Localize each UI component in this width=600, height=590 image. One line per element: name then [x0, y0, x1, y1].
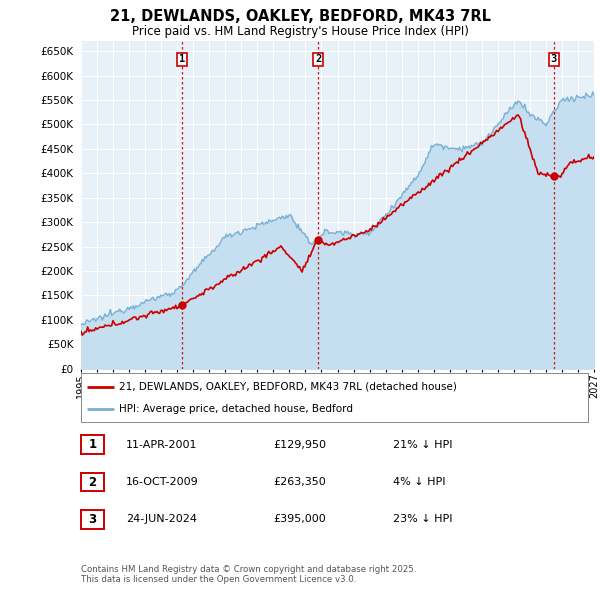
Text: 24-JUN-2024: 24-JUN-2024 — [126, 514, 197, 524]
Text: 3: 3 — [88, 513, 97, 526]
Text: 21, DEWLANDS, OAKLEY, BEDFORD, MK43 7RL (detached house): 21, DEWLANDS, OAKLEY, BEDFORD, MK43 7RL … — [119, 382, 457, 392]
Text: 1: 1 — [179, 54, 185, 64]
Text: £263,350: £263,350 — [273, 477, 326, 487]
Text: Contains HM Land Registry data © Crown copyright and database right 2025.
This d: Contains HM Land Registry data © Crown c… — [81, 565, 416, 584]
Text: 16-OCT-2009: 16-OCT-2009 — [126, 477, 199, 487]
Text: 11-APR-2001: 11-APR-2001 — [126, 440, 197, 450]
Text: 1: 1 — [88, 438, 97, 451]
Text: £395,000: £395,000 — [273, 514, 326, 524]
Text: 21, DEWLANDS, OAKLEY, BEDFORD, MK43 7RL: 21, DEWLANDS, OAKLEY, BEDFORD, MK43 7RL — [110, 9, 491, 24]
Text: 2: 2 — [315, 54, 321, 64]
Text: 4% ↓ HPI: 4% ↓ HPI — [393, 477, 445, 487]
Text: £129,950: £129,950 — [273, 440, 326, 450]
Text: 2: 2 — [88, 476, 97, 489]
Text: Price paid vs. HM Land Registry's House Price Index (HPI): Price paid vs. HM Land Registry's House … — [131, 25, 469, 38]
Text: 3: 3 — [550, 54, 557, 64]
Text: 21% ↓ HPI: 21% ↓ HPI — [393, 440, 452, 450]
Text: HPI: Average price, detached house, Bedford: HPI: Average price, detached house, Bedf… — [119, 404, 353, 414]
Text: 23% ↓ HPI: 23% ↓ HPI — [393, 514, 452, 524]
